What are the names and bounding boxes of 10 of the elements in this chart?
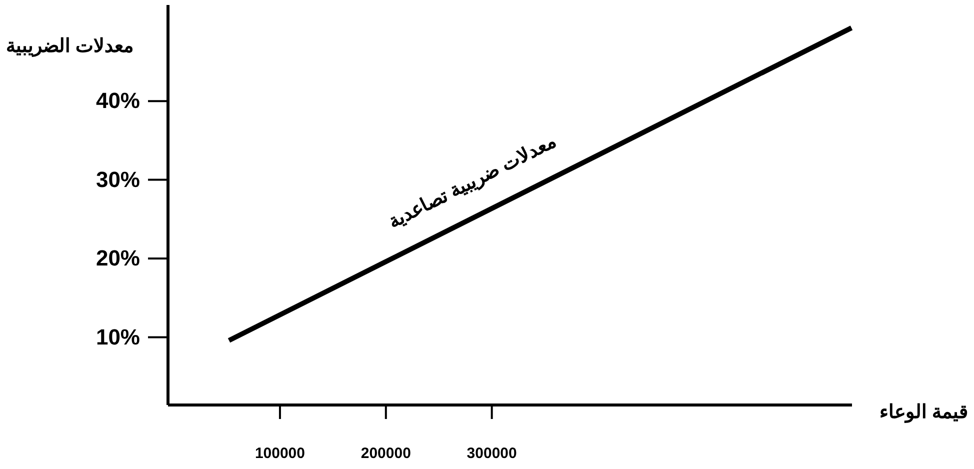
x-axis-title: قيمة الوعاء xyxy=(880,402,968,423)
y-tick-label: 20% xyxy=(96,246,140,271)
text: معدلات ضريبية تصاعدية xyxy=(385,131,560,233)
x-tick-label: 200000 xyxy=(360,445,411,462)
x-tick-label: 100000 xyxy=(254,445,305,462)
y-tick-label: 10% xyxy=(96,324,140,350)
x-tick-label: 300000 xyxy=(466,445,517,462)
y-tick-label: 40% xyxy=(96,88,140,114)
y-axis-title: معدلات الضريبية xyxy=(6,36,134,57)
y-tick-label: 30% xyxy=(96,166,140,192)
